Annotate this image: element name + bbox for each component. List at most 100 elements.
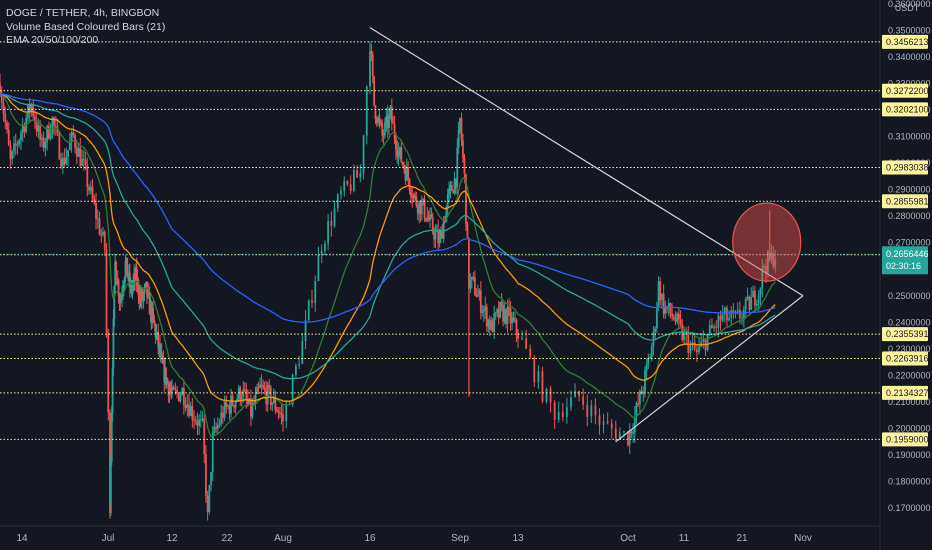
candle-body xyxy=(537,371,540,383)
candle-body xyxy=(635,403,638,417)
candle-body xyxy=(98,218,101,235)
candle-body xyxy=(373,76,375,106)
candle-body xyxy=(333,208,336,227)
candle-body xyxy=(496,309,499,313)
candle-body xyxy=(191,406,194,420)
symbol-title[interactable]: DOGE / TETHER, 4h, BINGBON xyxy=(6,7,160,19)
candle-body xyxy=(475,294,478,297)
candle-body xyxy=(512,317,515,321)
level-label-bg xyxy=(882,432,928,447)
candle-body xyxy=(582,396,585,405)
candle-body xyxy=(113,286,116,319)
candle-body xyxy=(349,184,352,191)
candle-body xyxy=(211,432,214,473)
candle-body xyxy=(386,115,389,128)
candle-body xyxy=(774,259,777,267)
candle-body xyxy=(160,352,163,357)
candle-body xyxy=(400,147,403,163)
candle-body xyxy=(738,309,741,319)
candle-body xyxy=(54,125,57,127)
level-label-bg xyxy=(882,351,928,366)
candle-body xyxy=(307,300,310,320)
candle-body xyxy=(210,472,212,486)
candle-body xyxy=(88,186,90,191)
candle-body xyxy=(260,384,263,386)
candle-body xyxy=(121,294,123,298)
volume-indicator-label[interactable]: Volume Based Coloured Bars (21) xyxy=(6,20,166,33)
candle-body xyxy=(343,181,346,191)
candle-body xyxy=(419,200,422,215)
y-tick-label: 0.2100000 xyxy=(888,397,931,407)
candle-body xyxy=(225,401,228,407)
candle-body xyxy=(208,485,211,513)
candle-body xyxy=(0,83,1,95)
candle-body xyxy=(484,306,487,310)
x-tick-label: 14 xyxy=(16,533,28,544)
candle-body xyxy=(304,319,307,341)
candle-body xyxy=(460,118,463,141)
candle-body xyxy=(172,386,175,390)
candle-body xyxy=(259,384,261,388)
candle-body xyxy=(75,147,78,157)
candle-body xyxy=(371,53,374,77)
candle-body xyxy=(6,122,8,130)
candle-body xyxy=(381,123,384,136)
candle-body xyxy=(399,147,401,152)
candle-body xyxy=(46,125,49,142)
candle-body xyxy=(472,276,475,278)
y-tick-label: 0.3300000 xyxy=(888,78,931,88)
ema-indicator-label[interactable]: EMA 20/50/100/200 xyxy=(6,34,99,46)
candle-body xyxy=(570,397,572,408)
y-tick-label: 0.1800000 xyxy=(888,477,931,487)
candle-body xyxy=(708,325,711,335)
candle-body xyxy=(67,150,69,157)
candle-body xyxy=(188,404,190,416)
y-tick-label: 0.3500000 xyxy=(888,25,931,35)
candle-body xyxy=(271,402,274,406)
candle-body xyxy=(470,276,473,280)
candle-body xyxy=(336,194,339,209)
x-tick-label: 11 xyxy=(679,533,690,544)
x-tick-label: 21 xyxy=(736,533,748,544)
candle-body xyxy=(311,300,313,303)
candle-body xyxy=(152,308,154,316)
candle-body xyxy=(47,125,50,139)
candle-body xyxy=(763,266,766,268)
candle-body xyxy=(124,260,127,278)
candle-body xyxy=(256,387,258,395)
candle-body xyxy=(545,388,548,402)
candle-body xyxy=(253,403,255,405)
candle-body xyxy=(499,302,502,318)
candle-body xyxy=(525,338,528,349)
candle-body xyxy=(102,231,104,235)
candle-body xyxy=(671,313,674,317)
x-tick-label: Jul xyxy=(102,533,115,544)
candle-body xyxy=(274,397,277,410)
candle-body xyxy=(679,319,682,325)
candle-body xyxy=(377,117,380,124)
candle-body xyxy=(246,399,249,404)
candle-body xyxy=(220,412,223,424)
candle-body xyxy=(206,495,209,513)
candle-body xyxy=(561,411,564,418)
candle-body xyxy=(630,430,633,434)
candle-body xyxy=(115,261,117,280)
candle-body xyxy=(165,367,167,385)
candle-body xyxy=(403,164,405,170)
candle-body xyxy=(723,307,726,315)
candle-body xyxy=(462,140,464,158)
candle-body xyxy=(257,387,260,389)
candle-body xyxy=(282,414,284,422)
candle-body xyxy=(122,289,124,295)
level-label: 0.2263916 xyxy=(886,353,929,363)
candle-body xyxy=(459,118,461,130)
candle-body xyxy=(632,432,634,434)
candle-body xyxy=(511,317,513,324)
candle-body xyxy=(251,403,254,417)
upper-trendline xyxy=(369,27,804,297)
candle-body xyxy=(159,343,161,356)
candle-body xyxy=(96,218,99,220)
candle-body xyxy=(41,137,43,140)
candle-body xyxy=(369,51,371,87)
